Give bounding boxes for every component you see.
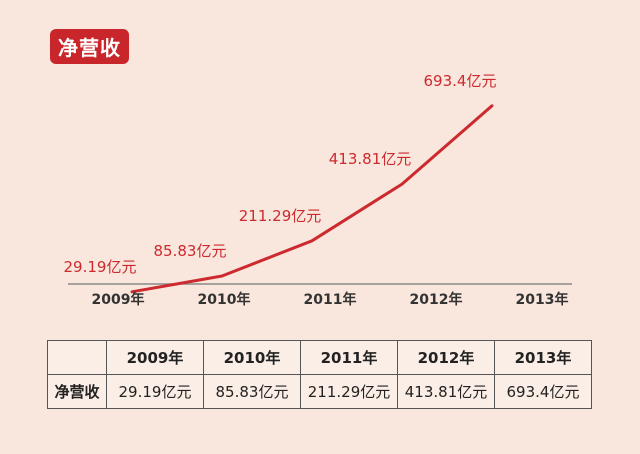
table-header-2013: 2013年: [494, 340, 592, 375]
table-header-row: 2009年 2010年 2011年 2012年 2013年: [47, 340, 592, 375]
table-cell-2012: 413.81亿元: [397, 374, 495, 409]
table-row-label: 净营收: [47, 374, 107, 409]
table-cell-2011: 211.29亿元: [300, 374, 398, 409]
data-label-0: 29.19亿元: [64, 258, 137, 276]
table-header-2011: 2011年: [300, 340, 398, 375]
x-tick-label-3: 2012年: [410, 291, 463, 308]
data-label-4: 693.4亿元: [424, 72, 497, 90]
table-cell-2010: 85.83亿元: [203, 374, 301, 409]
data-label-1: 85.83亿元: [154, 242, 227, 260]
table-header-2010: 2010年: [203, 340, 301, 375]
table-cell-2013: 693.4亿元: [494, 374, 592, 409]
data-label-3: 413.81亿元: [329, 150, 412, 168]
table-header-2012: 2012年: [397, 340, 495, 375]
x-tick-label-4: 2013年: [516, 291, 569, 308]
data-table: 2009年 2010年 2011年 2012年 2013年 净营收 29.19亿…: [47, 340, 592, 409]
table-header-2009: 2009年: [106, 340, 204, 375]
data-labels: 29.19亿元 85.83亿元 211.29亿元 413.81亿元 693.4亿元: [64, 72, 497, 276]
x-tick-label-0: 2009年: [92, 291, 145, 308]
data-label-2: 211.29亿元: [239, 207, 322, 225]
x-tick-label-2: 2011年: [304, 291, 357, 308]
table-cell-2009: 29.19亿元: [106, 374, 204, 409]
chart-badge: 净营收: [50, 29, 129, 64]
table-row: 净营收 29.19亿元 85.83亿元 211.29亿元 413.81亿元 69…: [47, 374, 592, 409]
x-tick-labels: 2009年 2010年 2011年 2012年 2013年: [92, 291, 569, 308]
data-table-wrapper: 2009年 2010年 2011年 2012年 2013年 净营收 29.19亿…: [47, 340, 592, 409]
x-tick-label-1: 2010年: [198, 291, 251, 308]
series-line-net-revenue: [130, 104, 494, 294]
revenue-line-chart: 29.19亿元 85.83亿元 211.29亿元 413.81亿元 693.4亿元 20…: [64, 72, 572, 308]
table-corner-cell: [47, 340, 107, 375]
